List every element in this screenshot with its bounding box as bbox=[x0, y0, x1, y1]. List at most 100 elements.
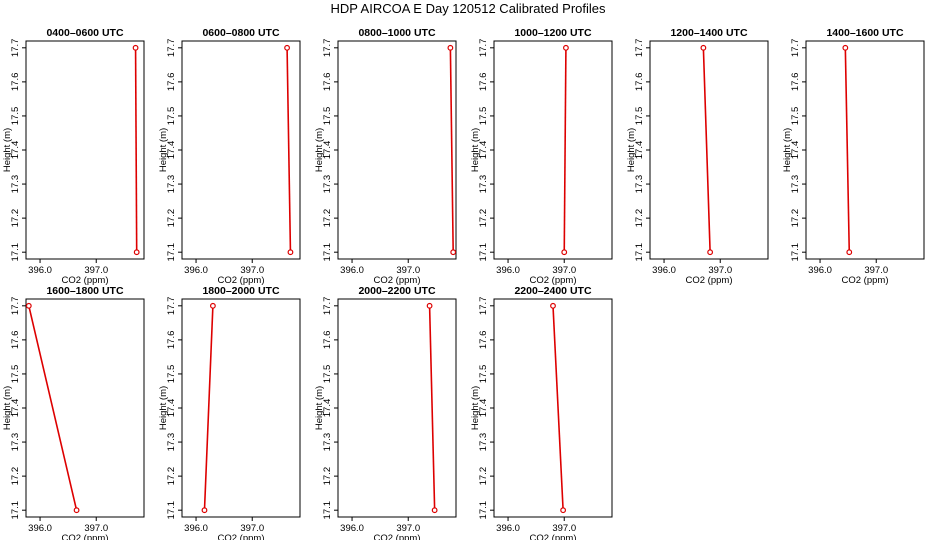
x-tick-label: 396.0 bbox=[808, 265, 832, 276]
y-tick-label: 17.3 bbox=[634, 175, 645, 194]
profile-point bbox=[201, 507, 208, 514]
panel: 2200–2400 UTC 396.0 397.0 17.1 17.2 17.3 17.4 1… bbox=[470, 285, 613, 540]
x-axis-label: CO2 (ppm) bbox=[62, 533, 109, 540]
plot-frame bbox=[805, 40, 925, 260]
x-axis-label: CO2 (ppm) bbox=[530, 533, 577, 540]
profile-point bbox=[284, 44, 290, 51]
x-axis-label: CO2 (ppm) bbox=[686, 275, 733, 286]
y-tick-label: 17.3 bbox=[10, 433, 21, 452]
y-tick-label: 17.1 bbox=[322, 243, 333, 262]
plot-frame bbox=[493, 298, 613, 518]
y-tick-label: 17.3 bbox=[322, 175, 333, 194]
y-tick-label: 17.1 bbox=[10, 501, 21, 520]
profile-line bbox=[844, 47, 851, 253]
y-tick-label: 17.1 bbox=[322, 501, 333, 520]
x-tick-label: 396.0 bbox=[496, 265, 520, 276]
y-axis-label: Height (m) bbox=[158, 386, 169, 430]
profile-point bbox=[431, 507, 438, 514]
profile-line bbox=[286, 47, 292, 253]
y-tick-label: 17.6 bbox=[478, 73, 489, 92]
profile-point bbox=[450, 249, 457, 256]
x-tick-label: 397.0 bbox=[396, 523, 420, 534]
y-axis-label: Height (m) bbox=[782, 128, 793, 172]
y-tick-label: 17.2 bbox=[790, 209, 801, 228]
figure-title: HDP AIRCOA E Day 120512 Calibrated Profi… bbox=[330, 1, 606, 16]
x-axis-label: CO2 (ppm) bbox=[374, 275, 421, 286]
y-tick-label: 17.5 bbox=[478, 107, 489, 126]
y-tick-label: 17.2 bbox=[478, 467, 489, 486]
plot-frame bbox=[181, 40, 301, 260]
panel-grid: 0400–0600 UTC 396.0 397.0 17.1 17.2 17.3 17.4 1… bbox=[2, 27, 925, 540]
y-tick-label: 17.1 bbox=[790, 243, 801, 262]
panel-title: 1600–1800 UTC bbox=[46, 285, 123, 297]
y-tick-label: 17.4 bbox=[478, 399, 489, 418]
x-tick-label: 397.0 bbox=[708, 265, 732, 276]
y-tick-label: 17.4 bbox=[322, 399, 333, 418]
y-tick-label: 17.7 bbox=[790, 39, 801, 58]
profile-point bbox=[133, 249, 140, 256]
y-tick-label: 17.3 bbox=[790, 175, 801, 194]
y-tick-label: 17.4 bbox=[166, 141, 177, 160]
panel-title: 2000–2200 UTC bbox=[358, 285, 435, 297]
x-axis-label: CO2 (ppm) bbox=[62, 275, 109, 286]
y-tick-label: 17.3 bbox=[478, 175, 489, 194]
panel: 0600–0800 UTC 396.0 397.0 17.1 17.2 17.3 17.4 1… bbox=[158, 27, 301, 286]
y-tick-label: 17.6 bbox=[166, 73, 177, 92]
profile-point bbox=[447, 44, 454, 51]
x-tick-label: 397.0 bbox=[84, 265, 108, 276]
x-tick-label: 397.0 bbox=[552, 523, 576, 534]
panel-title: 0800–1000 UTC bbox=[358, 27, 435, 39]
profile-point bbox=[560, 507, 567, 514]
y-tick-label: 17.4 bbox=[478, 141, 489, 160]
plot-frame bbox=[337, 40, 457, 260]
y-tick-label: 17.2 bbox=[166, 209, 177, 228]
y-tick-label: 17.2 bbox=[634, 209, 645, 228]
y-tick-label: 17.6 bbox=[10, 73, 21, 92]
x-axis-label: CO2 (ppm) bbox=[374, 533, 421, 540]
y-tick-label: 17.4 bbox=[790, 141, 801, 160]
profile-point bbox=[132, 44, 139, 51]
y-axis-label: Height (m) bbox=[470, 386, 481, 430]
y-tick-label: 17.3 bbox=[10, 175, 21, 194]
y-tick-label: 17.5 bbox=[10, 365, 21, 384]
x-tick-label: 396.0 bbox=[652, 265, 676, 276]
profile-point bbox=[73, 507, 80, 514]
y-axis-label: Height (m) bbox=[2, 386, 13, 430]
y-tick-label: 17.2 bbox=[322, 467, 333, 486]
y-tick-label: 17.5 bbox=[166, 107, 177, 126]
y-axis-label: Height (m) bbox=[314, 386, 325, 430]
y-tick-label: 17.4 bbox=[10, 399, 21, 418]
y-tick-label: 17.6 bbox=[322, 331, 333, 350]
x-tick-label: 396.0 bbox=[340, 523, 364, 534]
y-tick-label: 17.3 bbox=[322, 433, 333, 452]
y-axis-label: Height (m) bbox=[626, 128, 637, 172]
y-axis-label: Height (m) bbox=[314, 128, 325, 172]
profile-point bbox=[287, 249, 294, 256]
panel: 0800–1000 UTC 396.0 397.0 17.1 17.2 17.3 17.4 1… bbox=[314, 27, 457, 286]
y-tick-label: 17.2 bbox=[166, 467, 177, 486]
y-axis-label: Height (m) bbox=[470, 128, 481, 172]
profile-line bbox=[449, 47, 454, 253]
profile-line bbox=[428, 305, 436, 511]
y-tick-label: 17.3 bbox=[166, 433, 177, 452]
x-tick-label: 396.0 bbox=[184, 265, 208, 276]
panel-title: 1800–2000 UTC bbox=[202, 285, 279, 297]
profile-line bbox=[702, 47, 711, 253]
y-tick-label: 17.6 bbox=[790, 73, 801, 92]
profile-point bbox=[25, 302, 32, 309]
y-tick-label: 17.2 bbox=[322, 209, 333, 228]
plot-frame bbox=[181, 298, 301, 518]
y-tick-label: 17.5 bbox=[322, 107, 333, 126]
x-tick-label: 396.0 bbox=[340, 265, 364, 276]
profile-point bbox=[846, 249, 853, 256]
y-axis-label: Height (m) bbox=[158, 128, 169, 172]
panel: 1000–1200 UTC 396.0 397.0 17.1 17.2 17.3 17.4 1… bbox=[470, 27, 613, 286]
plot-frame bbox=[493, 40, 613, 260]
y-tick-label: 17.7 bbox=[634, 39, 645, 58]
profile-line bbox=[28, 305, 78, 511]
panel-title: 0400–0600 UTC bbox=[46, 27, 123, 39]
y-tick-label: 17.7 bbox=[166, 39, 177, 58]
y-axis-label: Height (m) bbox=[2, 128, 13, 172]
profile-line bbox=[203, 305, 214, 511]
y-tick-label: 17.4 bbox=[166, 399, 177, 418]
